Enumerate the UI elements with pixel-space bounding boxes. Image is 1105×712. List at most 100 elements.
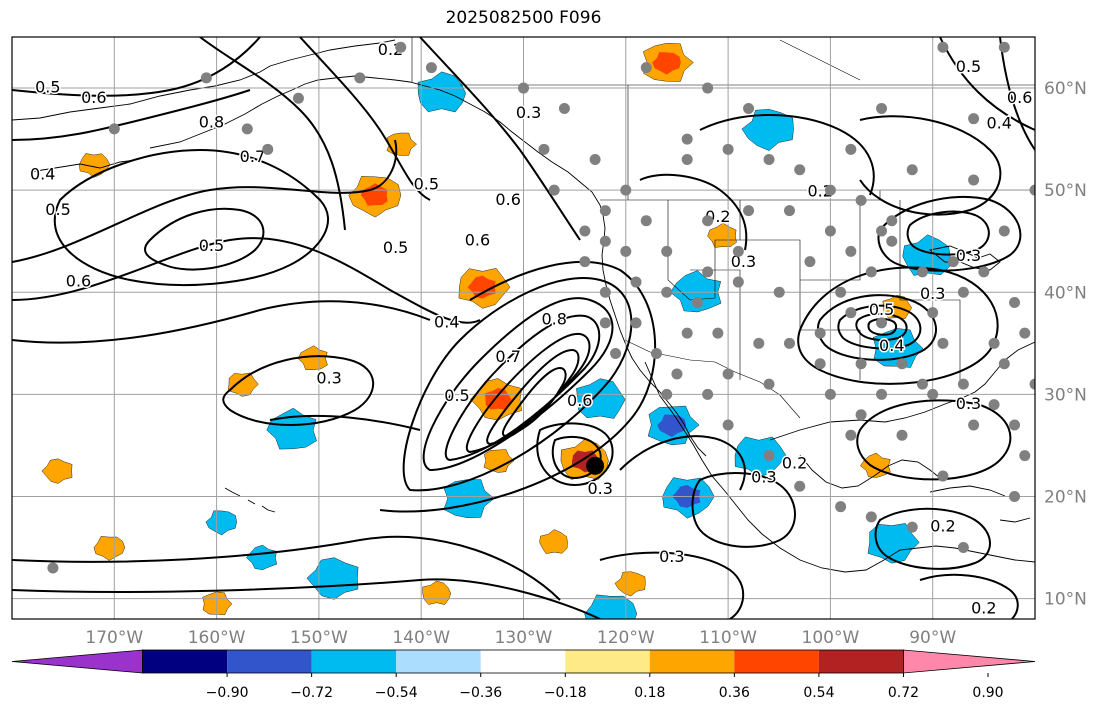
station-marker (845, 143, 857, 155)
station-marker (599, 235, 611, 247)
contour-label: 0.4 (986, 113, 1011, 132)
cyclone-center (586, 456, 605, 475)
contour-label: 0.5 (414, 175, 439, 194)
station-marker (906, 164, 918, 176)
longitude-tick-label: 150°W (290, 628, 348, 648)
station-marker (845, 245, 857, 257)
station-marker (732, 276, 744, 288)
neg-shading-core (754, 116, 782, 140)
station-marker (886, 235, 898, 247)
station-marker (876, 102, 888, 114)
contour-label: 0.6 (66, 272, 91, 291)
pos-shading-region (539, 529, 568, 554)
contour-label: 0.5 (199, 236, 224, 255)
station-marker (743, 205, 755, 217)
pos-shading-region (202, 591, 233, 616)
station-marker (589, 154, 601, 166)
political-borders (411, 37, 1035, 419)
latitude-tick-label: 60°N (1044, 79, 1087, 99)
station-marker (620, 184, 632, 196)
contour-label: 0.6 (1007, 88, 1032, 107)
contour-label: 0.5 (956, 57, 981, 76)
longitude-tick-label: 110°W (699, 628, 757, 648)
station-marker (640, 215, 652, 227)
station-marker (753, 337, 765, 349)
longitude-tick-label: 140°W (392, 628, 450, 648)
station-marker (916, 266, 928, 278)
station-marker (354, 72, 366, 84)
station-marker (702, 388, 714, 400)
station-marker (661, 286, 673, 298)
station-marker (824, 388, 836, 400)
colorbar-frame (142, 649, 904, 674)
station-marker (937, 470, 949, 482)
station-marker (599, 317, 611, 329)
pos-shading-region (41, 458, 73, 484)
station-marker (610, 348, 622, 360)
station-marker (722, 368, 734, 380)
contour-label: 0.8 (199, 112, 224, 131)
station-marker (395, 41, 407, 53)
station-marker (957, 542, 969, 554)
station-marker (876, 225, 888, 237)
station-markers (47, 41, 1035, 574)
station-marker (794, 480, 806, 492)
station-marker (722, 143, 734, 155)
contour-label: 0.2 (930, 517, 955, 536)
station-marker (988, 337, 1000, 349)
station-marker (558, 102, 570, 114)
station-marker (292, 92, 304, 104)
station-marker (630, 276, 642, 288)
station-marker (732, 245, 744, 257)
station-marker (671, 368, 683, 380)
station-marker (855, 194, 867, 206)
colorbar-tick-label: 0.72 (888, 685, 919, 701)
station-marker (876, 388, 888, 400)
contour-label: 0.3 (316, 369, 341, 388)
station-marker (835, 501, 847, 513)
colorbar-segment (142, 650, 228, 673)
station-marker (814, 358, 826, 370)
station-marker (620, 245, 632, 257)
contour-label: 0.6 (495, 190, 520, 209)
neg-shading-region (246, 544, 277, 571)
longitude-tick-label: 90°W (909, 628, 956, 648)
station-marker (241, 123, 253, 135)
pos-shading-region (93, 536, 126, 561)
station-marker (743, 102, 755, 114)
station-marker (691, 296, 703, 308)
station-marker (886, 215, 898, 227)
station-marker (927, 307, 939, 319)
station-marker (518, 82, 529, 94)
colorbar-extension-low (11, 649, 143, 674)
station-marker (794, 164, 806, 176)
station-marker (108, 123, 120, 135)
pos-shading-core (467, 275, 496, 299)
colorbar-segment (227, 650, 312, 673)
contour-label: 0.3 (956, 246, 981, 265)
longitude-tick-label: 100°W (802, 628, 860, 648)
station-marker (896, 358, 908, 370)
colorbar-tick-label: −0.72 (290, 685, 333, 701)
station-marker (845, 307, 857, 319)
neg-shading-core (743, 444, 772, 468)
contour-label: 0.5 (869, 300, 894, 319)
station-marker (876, 317, 888, 329)
neg-shading-core (453, 488, 482, 511)
station-marker (814, 327, 826, 339)
station-marker (548, 184, 560, 196)
latitude-tick-label: 10°N (1044, 590, 1087, 610)
station-marker (957, 378, 969, 390)
map-title: 2025082500 F096 (445, 8, 602, 28)
neg-shading-core (657, 414, 686, 438)
contour-label: 0.8 (541, 309, 566, 328)
station-marker (865, 511, 877, 523)
station-marker (763, 154, 775, 166)
neg-shading-region (205, 510, 237, 536)
station-marker (1009, 296, 1021, 308)
station-marker (855, 358, 867, 370)
station-marker (681, 327, 693, 339)
contour-label: 0.5 (35, 78, 60, 97)
contour-label: 0.3 (516, 103, 541, 122)
